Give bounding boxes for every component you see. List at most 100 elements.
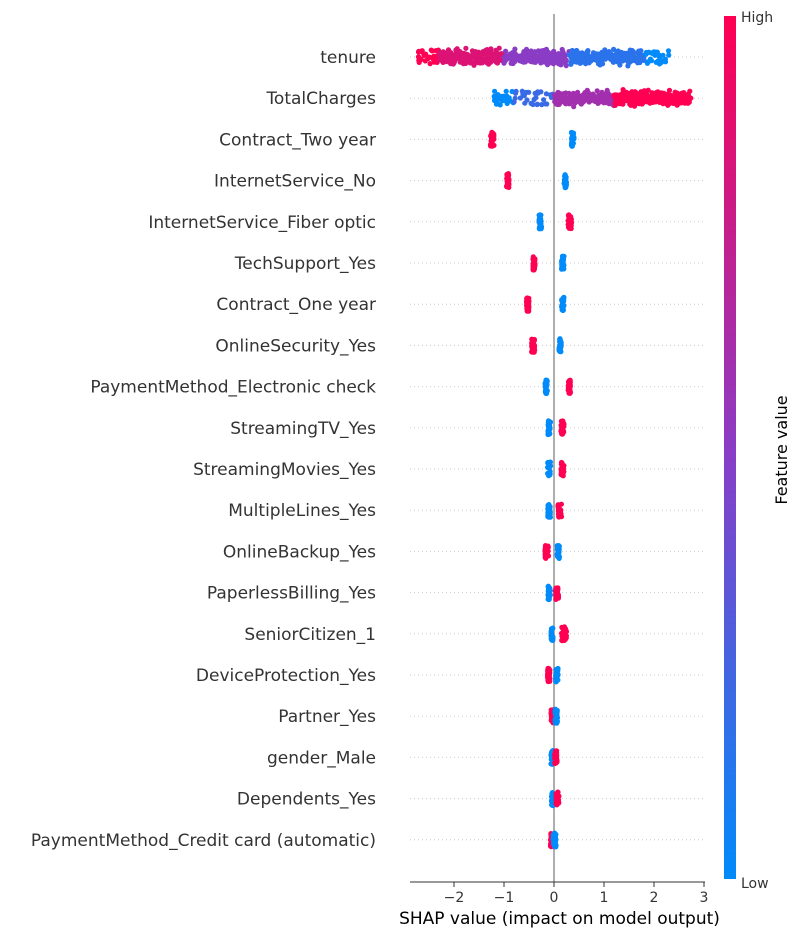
- shap-point: [552, 706, 559, 712]
- shap-point: [559, 470, 565, 476]
- shap-point: [558, 340, 564, 346]
- shap-point: [559, 260, 565, 266]
- shap-point: [553, 674, 560, 680]
- shap-point: [526, 304, 532, 310]
- shap-point: [590, 50, 597, 56]
- shap-point: [631, 53, 637, 60]
- x-tick-label: 2: [650, 890, 659, 906]
- shap-point: [534, 101, 540, 108]
- shap-point: [518, 58, 524, 64]
- shap-point: [653, 90, 659, 96]
- shap-point: [504, 178, 510, 185]
- feature-label: StreamingTV_Yes: [230, 419, 376, 439]
- shap-point: [616, 53, 622, 59]
- feature-label: TotalCharges: [265, 89, 376, 109]
- shap-point: [554, 585, 560, 591]
- shap-point: [649, 90, 655, 96]
- shap-point: [542, 554, 548, 561]
- shap-point: [512, 51, 518, 57]
- shap-point: [559, 46, 565, 53]
- shap-point: [450, 58, 456, 64]
- shap-point: [494, 59, 500, 65]
- shap-point: [644, 60, 651, 66]
- shap-point: [421, 52, 427, 59]
- shap-point: [503, 48, 509, 54]
- shap-point: [544, 62, 551, 68]
- shap-point: [555, 796, 561, 802]
- shap-point: [491, 136, 497, 142]
- colorbar: [724, 16, 736, 879]
- shap-point: [546, 429, 552, 435]
- shap-point: [594, 88, 600, 94]
- shap-point: [463, 45, 469, 51]
- shap-point: [474, 51, 480, 57]
- shap-point: [483, 47, 489, 54]
- shap-point: [560, 419, 566, 425]
- shap-point: [544, 390, 550, 396]
- shap-point: [529, 336, 535, 342]
- shap-point: [558, 510, 564, 517]
- shap-point: [606, 96, 612, 102]
- shap-point: [585, 52, 592, 59]
- shap-point: [627, 97, 633, 103]
- feature-label: SeniorCitizen_1: [244, 625, 376, 645]
- shap-point: [513, 88, 519, 94]
- shap-point: [628, 49, 634, 55]
- shap-point: [557, 91, 563, 97]
- feature-label: DeviceProtection_Yes: [196, 666, 376, 686]
- shap-point: [556, 347, 562, 353]
- shap-point: [556, 101, 562, 107]
- shap-point: [623, 89, 630, 95]
- shap-point: [547, 508, 553, 514]
- shap-point: [546, 423, 552, 429]
- shap-point: [558, 97, 565, 103]
- shap-point: [600, 61, 606, 67]
- shap-point: [503, 88, 509, 94]
- shap-point: [531, 264, 537, 271]
- shap-point: [549, 791, 555, 797]
- shap-point: [662, 56, 669, 62]
- shap-point: [563, 101, 569, 107]
- shap-point: [555, 666, 561, 672]
- shap-point: [661, 99, 667, 105]
- shap-point: [543, 91, 550, 97]
- colorbar-title: Feature value: [772, 395, 791, 504]
- shap-point: [553, 53, 559, 59]
- shap-point: [636, 48, 642, 54]
- shap-point: [594, 57, 600, 63]
- shap-point: [641, 95, 648, 101]
- shap-point: [542, 545, 548, 551]
- shap-point: [487, 58, 493, 64]
- feature-labels: tenure TotalCharges Contract_Two year Inter…: [31, 48, 376, 851]
- shap-point: [554, 551, 561, 557]
- shap-point: [543, 46, 550, 53]
- shap-point: [546, 666, 552, 672]
- shap-point: [541, 97, 547, 103]
- shap-point: [529, 59, 535, 65]
- shap-point: [584, 96, 591, 102]
- x-tick-label: −1: [494, 890, 515, 906]
- shap-point: [517, 95, 524, 101]
- shap-point: [666, 52, 672, 58]
- shap-point: [655, 94, 661, 100]
- shap-point: [630, 92, 637, 99]
- shap-point: [602, 47, 608, 53]
- shap-point: [530, 101, 536, 108]
- feature-label: Dependents_Yes: [237, 790, 376, 810]
- shap-point: [611, 46, 617, 53]
- shap-point: [543, 383, 549, 389]
- shap-point: [625, 63, 631, 69]
- shap-point: [647, 100, 653, 106]
- shap-point: [506, 55, 512, 61]
- shap-point: [552, 92, 558, 98]
- shap-point: [596, 53, 602, 59]
- shap-point: [568, 214, 574, 220]
- shap-point: [488, 46, 494, 52]
- shap-point: [568, 53, 574, 60]
- shap-point: [512, 46, 518, 52]
- shap-point: [568, 129, 575, 136]
- shap-point: [504, 182, 510, 189]
- shap-point: [679, 94, 685, 100]
- shap-point: [556, 545, 562, 551]
- shap-point: [606, 49, 612, 55]
